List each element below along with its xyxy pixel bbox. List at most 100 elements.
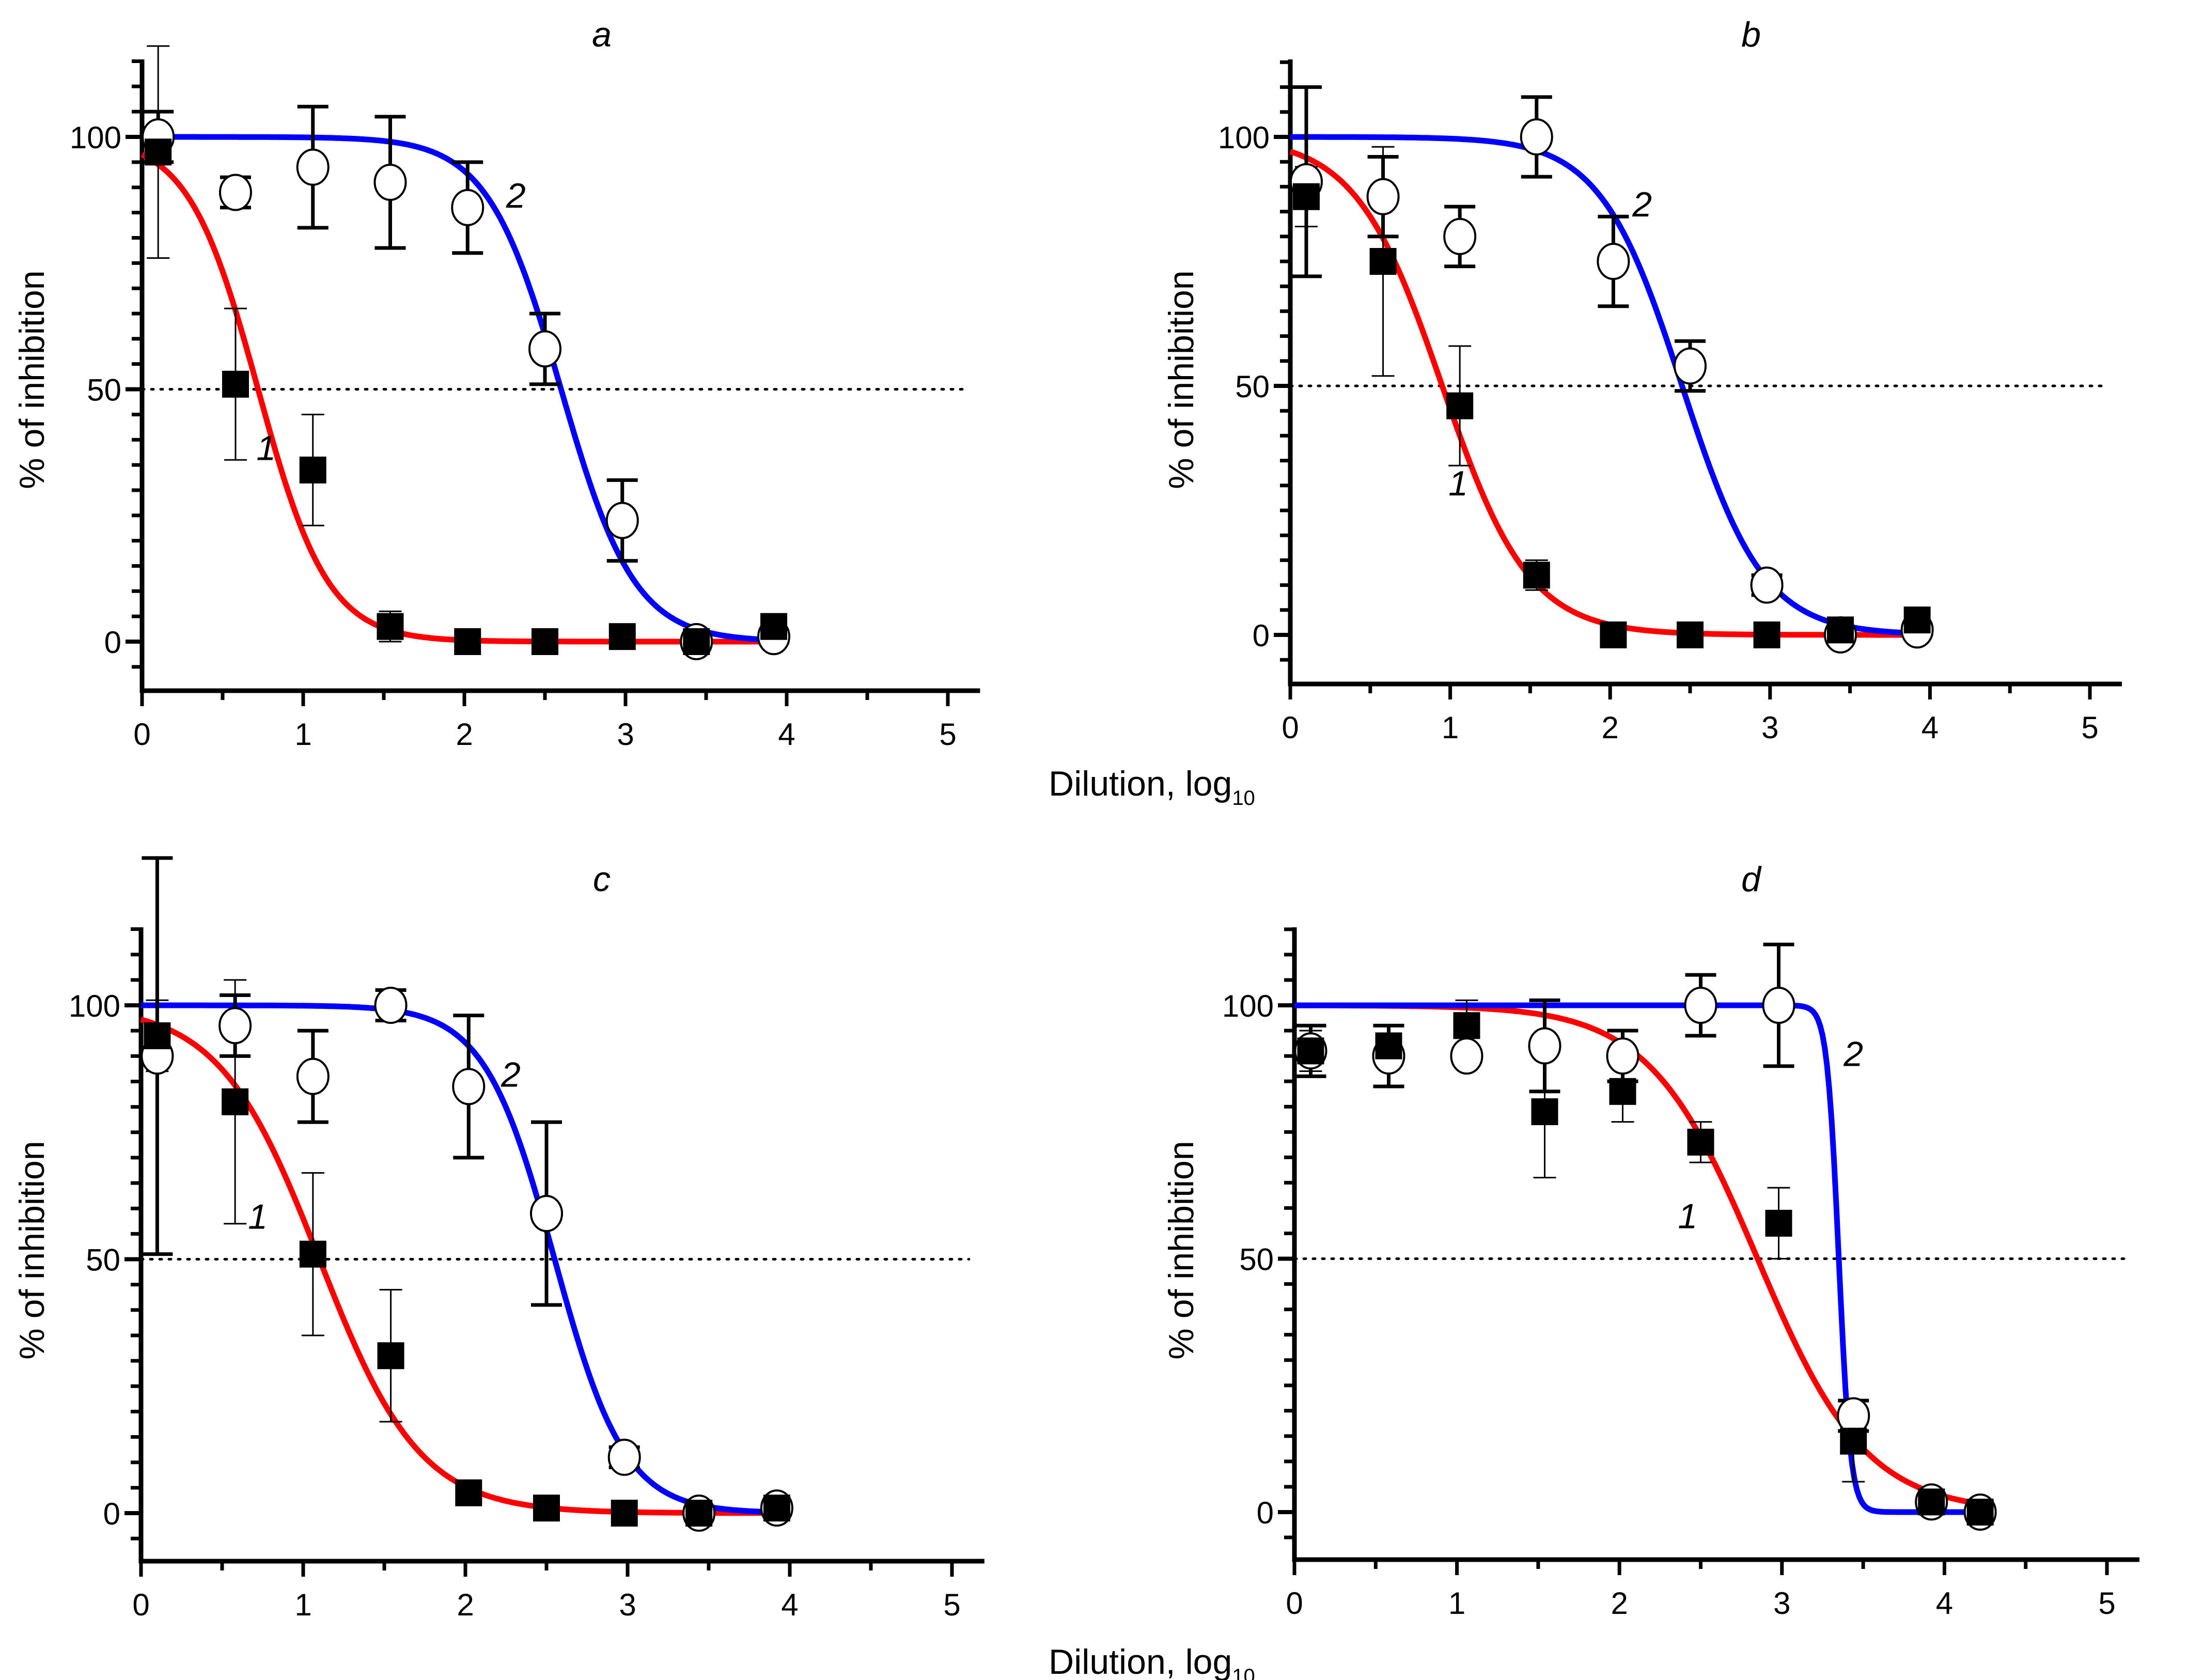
curve-label-1: 1 (1448, 464, 1468, 503)
data-point-series-1 (145, 138, 172, 166)
y-axis-label: % of inhibition (12, 270, 52, 489)
x-tick-label: 3 (619, 1588, 636, 1622)
x-axis-label-subscript: 10 (1232, 1665, 1255, 1680)
data-point-series-1 (377, 1342, 404, 1370)
panel-title: a (592, 15, 612, 54)
y-tick-label: 0 (1257, 1496, 1274, 1530)
data-point-series-1 (1446, 392, 1474, 419)
curve-label-2: 2 (501, 1055, 521, 1094)
x-tick-label: 3 (1773, 1586, 1790, 1621)
x-axis-label-bottom: Dilution, log10 (1049, 1642, 1255, 1680)
fit-curve-1 (140, 152, 774, 645)
y-axis-label: % of inhibition (1162, 1141, 1201, 1359)
data-point-series-2 (528, 330, 561, 368)
data-point-series-1 (1531, 1098, 1558, 1126)
data-point-series-1 (760, 613, 788, 640)
x-tick-label: 2 (456, 717, 473, 752)
data-point-series-2 (296, 148, 330, 186)
data-point-series-2 (530, 1195, 563, 1233)
data-point-series-1 (1918, 1488, 1945, 1516)
data-point-series-1 (377, 613, 404, 640)
data-point-series-1 (1600, 621, 1627, 648)
data-point-series-1 (1840, 1427, 1867, 1455)
data-point-series-1 (1687, 1128, 1714, 1156)
x-axis-label-main: Dilution, log (1049, 1642, 1232, 1680)
data-point-series-1 (1677, 621, 1704, 648)
x-tick-label: 4 (1936, 1586, 1953, 1621)
y-tick-label: 100 (69, 989, 120, 1023)
data-point-series-2 (1674, 347, 1707, 385)
data-point-series-2 (1528, 1027, 1561, 1065)
data-point-series-1 (611, 1500, 638, 1527)
panel-d: d % of inhibition 0 50 100 0 1 2 3 4 5 1 2 (1162, 860, 2139, 1621)
data-point-series-1 (1523, 562, 1550, 589)
curve-label-1: 1 (1678, 1197, 1697, 1236)
x-tick-label: 0 (1286, 1586, 1303, 1621)
x-tick-label: 0 (132, 1588, 149, 1622)
x-tick-label: 5 (943, 1588, 960, 1622)
x-tick-label: 3 (617, 717, 634, 752)
data-point-series-2 (1520, 118, 1553, 155)
x-tick-label: 2 (457, 1588, 474, 1622)
x-tick-label: 5 (939, 717, 956, 752)
x-axis-label-subscript: 10 (1232, 787, 1255, 810)
panel-b: b % of inhibition 0 50 100 0 1 2 3 4 5 1 2 (1162, 15, 2122, 745)
data-point-series-1 (1375, 1032, 1402, 1060)
x-tick-label: 1 (1448, 1586, 1465, 1621)
data-point-series-1 (763, 1495, 790, 1522)
x-tick-label: 1 (294, 1588, 311, 1622)
data-point-series-2 (1762, 987, 1795, 1024)
data-point-series-1 (1827, 616, 1854, 644)
data-point-series-1 (299, 456, 326, 484)
y-tick-label: 100 (1222, 989, 1274, 1023)
y-tick-label: 50 (86, 1243, 120, 1278)
data-point-series-1 (1369, 248, 1397, 275)
data-point-series-1 (685, 1500, 713, 1527)
data-point-series-2 (1450, 1037, 1483, 1075)
x-tick-label: 4 (781, 1588, 798, 1622)
curve-label-2: 2 (1843, 1035, 1863, 1074)
data-point-series-1 (532, 628, 558, 655)
data-point-series-1 (299, 1240, 326, 1268)
y-axis-label: % of inhibition (1162, 270, 1201, 489)
panel-c: c % of inhibition 0 50 100 0 1 2 3 4 5 1 2 (12, 856, 985, 1622)
data-point-series-1 (455, 1479, 482, 1506)
y-tick-label: 50 (1235, 369, 1270, 404)
data-point-series-1 (1765, 1209, 1792, 1237)
panel-title: b (1741, 15, 1761, 54)
data-point-series-1 (1297, 1037, 1324, 1065)
data-point-series-1 (608, 623, 636, 650)
fit-curve-2 (142, 134, 774, 643)
x-tick-label: 3 (1761, 710, 1778, 745)
panel-title: d (1741, 860, 1762, 899)
data-point-series-2 (296, 1057, 330, 1095)
data-point-series-1 (1903, 606, 1931, 634)
curve-label-1: 1 (248, 1197, 268, 1237)
data-point-series-2 (1366, 178, 1400, 215)
fit-curve-2 (1294, 1002, 1980, 1515)
data-point-series-1 (533, 1495, 560, 1522)
curve-label-2: 2 (1632, 185, 1652, 224)
data-point-series-2 (607, 1438, 641, 1476)
curve-label-1: 1 (256, 428, 276, 468)
data-point-series-2 (452, 1068, 486, 1106)
x-axis-label-main: Dilution, log (1049, 764, 1232, 803)
x-tick-label: 4 (1922, 710, 1939, 745)
x-tick-label: 1 (294, 717, 311, 752)
curve-label-2: 2 (506, 176, 526, 215)
data-point-series-2 (1684, 987, 1717, 1024)
data-point-series-1 (683, 628, 710, 655)
panel-title: c (593, 860, 611, 899)
data-point-series-2 (1606, 1037, 1639, 1075)
fit-curve-2 (1290, 134, 1917, 636)
data-point-series-2 (1750, 566, 1784, 604)
y-tick-label: 0 (104, 625, 121, 660)
data-point-series-2 (605, 502, 639, 539)
x-tick-label: 4 (778, 717, 795, 752)
data-point-series-1 (454, 628, 481, 655)
x-axis-label-top: Dilution, log10 (1049, 764, 1255, 810)
data-point-series-2 (451, 189, 485, 226)
panel-a: a % of inhibition 0 50 100 0 1 2 3 4 5 1 2 (12, 15, 980, 752)
data-point-series-1 (1453, 1012, 1480, 1039)
